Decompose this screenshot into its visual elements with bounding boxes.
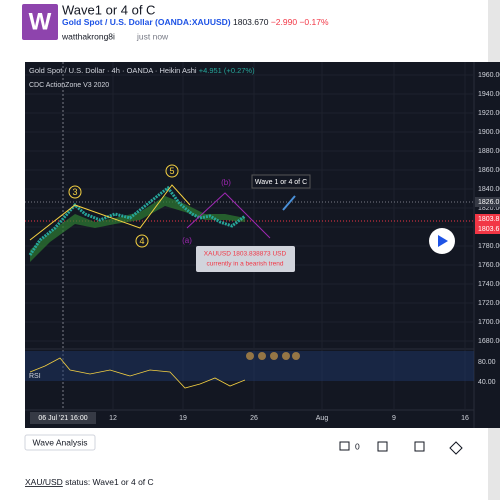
price-label: 1940.00	[478, 91, 500, 98]
time-label: 19	[179, 415, 187, 422]
more-icon[interactable]	[449, 441, 463, 455]
avatar-letter: W	[29, 8, 52, 35]
impulse-lines	[29, 184, 191, 241]
tooltip-box	[196, 246, 295, 272]
author[interactable]: watthakrong8i	[61, 31, 115, 41]
time-label: 12	[109, 415, 117, 422]
corrective-label: (b)	[221, 178, 231, 187]
description-link[interactable]: XAU/USD	[25, 477, 63, 487]
time-label: 16	[461, 415, 469, 422]
price-label: 1740.00	[478, 281, 500, 288]
tag[interactable]	[24, 434, 96, 451]
price-label: 1900.00	[478, 129, 500, 136]
symbol[interactable]: Gold Spot / U.S. Dollar (OANDA:XAUUSD) 1…	[62, 17, 329, 27]
tooltip-line: currently in a bearish trend	[207, 261, 284, 268]
time-label: 26	[250, 415, 258, 422]
comment-icon[interactable]	[339, 441, 350, 451]
wave-box	[251, 174, 311, 189]
price-tag	[475, 214, 500, 224]
wave-number: 5	[169, 166, 174, 176]
description-text: status: Wave1 or 4 of C	[63, 477, 154, 487]
wave-label: Wave 1 or 4 of C	[255, 179, 307, 186]
description: XAU/USD status: Wave1 or 4 of C	[25, 477, 154, 487]
time-axis: 12 19 26 Aug 9 16	[109, 415, 469, 422]
comment-count: 0	[355, 441, 360, 451]
price-label: 1720.00	[478, 300, 500, 307]
wave-marker	[68, 185, 82, 199]
wave-number: 3	[72, 187, 77, 197]
symbol-name: Gold Spot / U.S. Dollar	[62, 17, 153, 27]
price-tag	[475, 197, 500, 207]
time-label: Aug	[316, 415, 329, 422]
legend-symbol: Gold Spot / U.S. Dollar	[29, 66, 105, 75]
rsi-band	[25, 351, 474, 381]
legend-exchange: OANDA	[127, 66, 154, 75]
price-label: 1960.00	[478, 72, 500, 79]
price-label: 1760.00	[478, 262, 500, 269]
time: just now	[136, 31, 169, 41]
legend-type: Heikin Ashi	[160, 66, 197, 75]
price-tag	[475, 224, 500, 234]
change-pct: −0.17%	[299, 17, 329, 27]
symbol-code: (OANDA:XAUUSD)	[155, 17, 231, 27]
price-tag-label: 1826.0	[478, 199, 500, 206]
chart-legend: Gold Spot / U.S. Dollar · 4h · OANDA · H…	[29, 66, 255, 75]
legend-change: +4.951 (+0.27%)	[199, 66, 255, 75]
time-cursor: 06 Jul '21 16:00	[38, 415, 87, 422]
chart-panel	[25, 62, 500, 428]
legend-interval: 4h	[112, 66, 120, 75]
wave-number: 4	[139, 236, 144, 246]
corrective-label: (a)	[182, 236, 192, 245]
time-label: 9	[392, 415, 396, 422]
play-icon	[438, 235, 448, 247]
arrow	[282, 195, 296, 211]
price-tag-label: 1803.6	[478, 226, 500, 233]
rsi-line	[29, 357, 246, 389]
rsi-label: RSI	[29, 373, 41, 380]
price-label: 1860.00	[478, 167, 500, 174]
price-label: 1920.00	[478, 110, 500, 117]
corrective-lines	[186, 192, 271, 239]
avatar[interactable]	[22, 4, 58, 40]
price-label: 1880.00	[478, 148, 500, 155]
price-label: 1820.00	[478, 205, 500, 212]
tag-label: Wave Analysis	[33, 437, 88, 447]
share-icon[interactable]	[377, 441, 388, 452]
price-tag-label: 1803.8	[478, 216, 500, 223]
price: 1803.670	[233, 17, 269, 27]
time-cursor-box	[30, 412, 96, 424]
wave-marker	[165, 164, 179, 178]
price-label: 1680.00	[478, 338, 500, 345]
price-label: 1780.00	[478, 243, 500, 250]
price-label: 1840.00	[478, 186, 500, 193]
wave-marker	[135, 234, 149, 248]
bookmark-icon[interactable]	[414, 441, 425, 452]
indicator-name: CDC ActionZone V3 2020	[29, 82, 109, 89]
candles	[28, 185, 246, 256]
price-label: 1700.00	[478, 319, 500, 326]
idea-title: Wave1 or 4 of C	[62, 2, 155, 17]
emoji-row	[246, 352, 300, 360]
rsi-axis-label: 40.00	[478, 379, 496, 386]
change: −2.990	[271, 17, 298, 27]
tooltip-line: XAUUSD 1803.838873 USD	[204, 251, 287, 258]
rsi-axis-label: 80.00	[478, 359, 496, 366]
